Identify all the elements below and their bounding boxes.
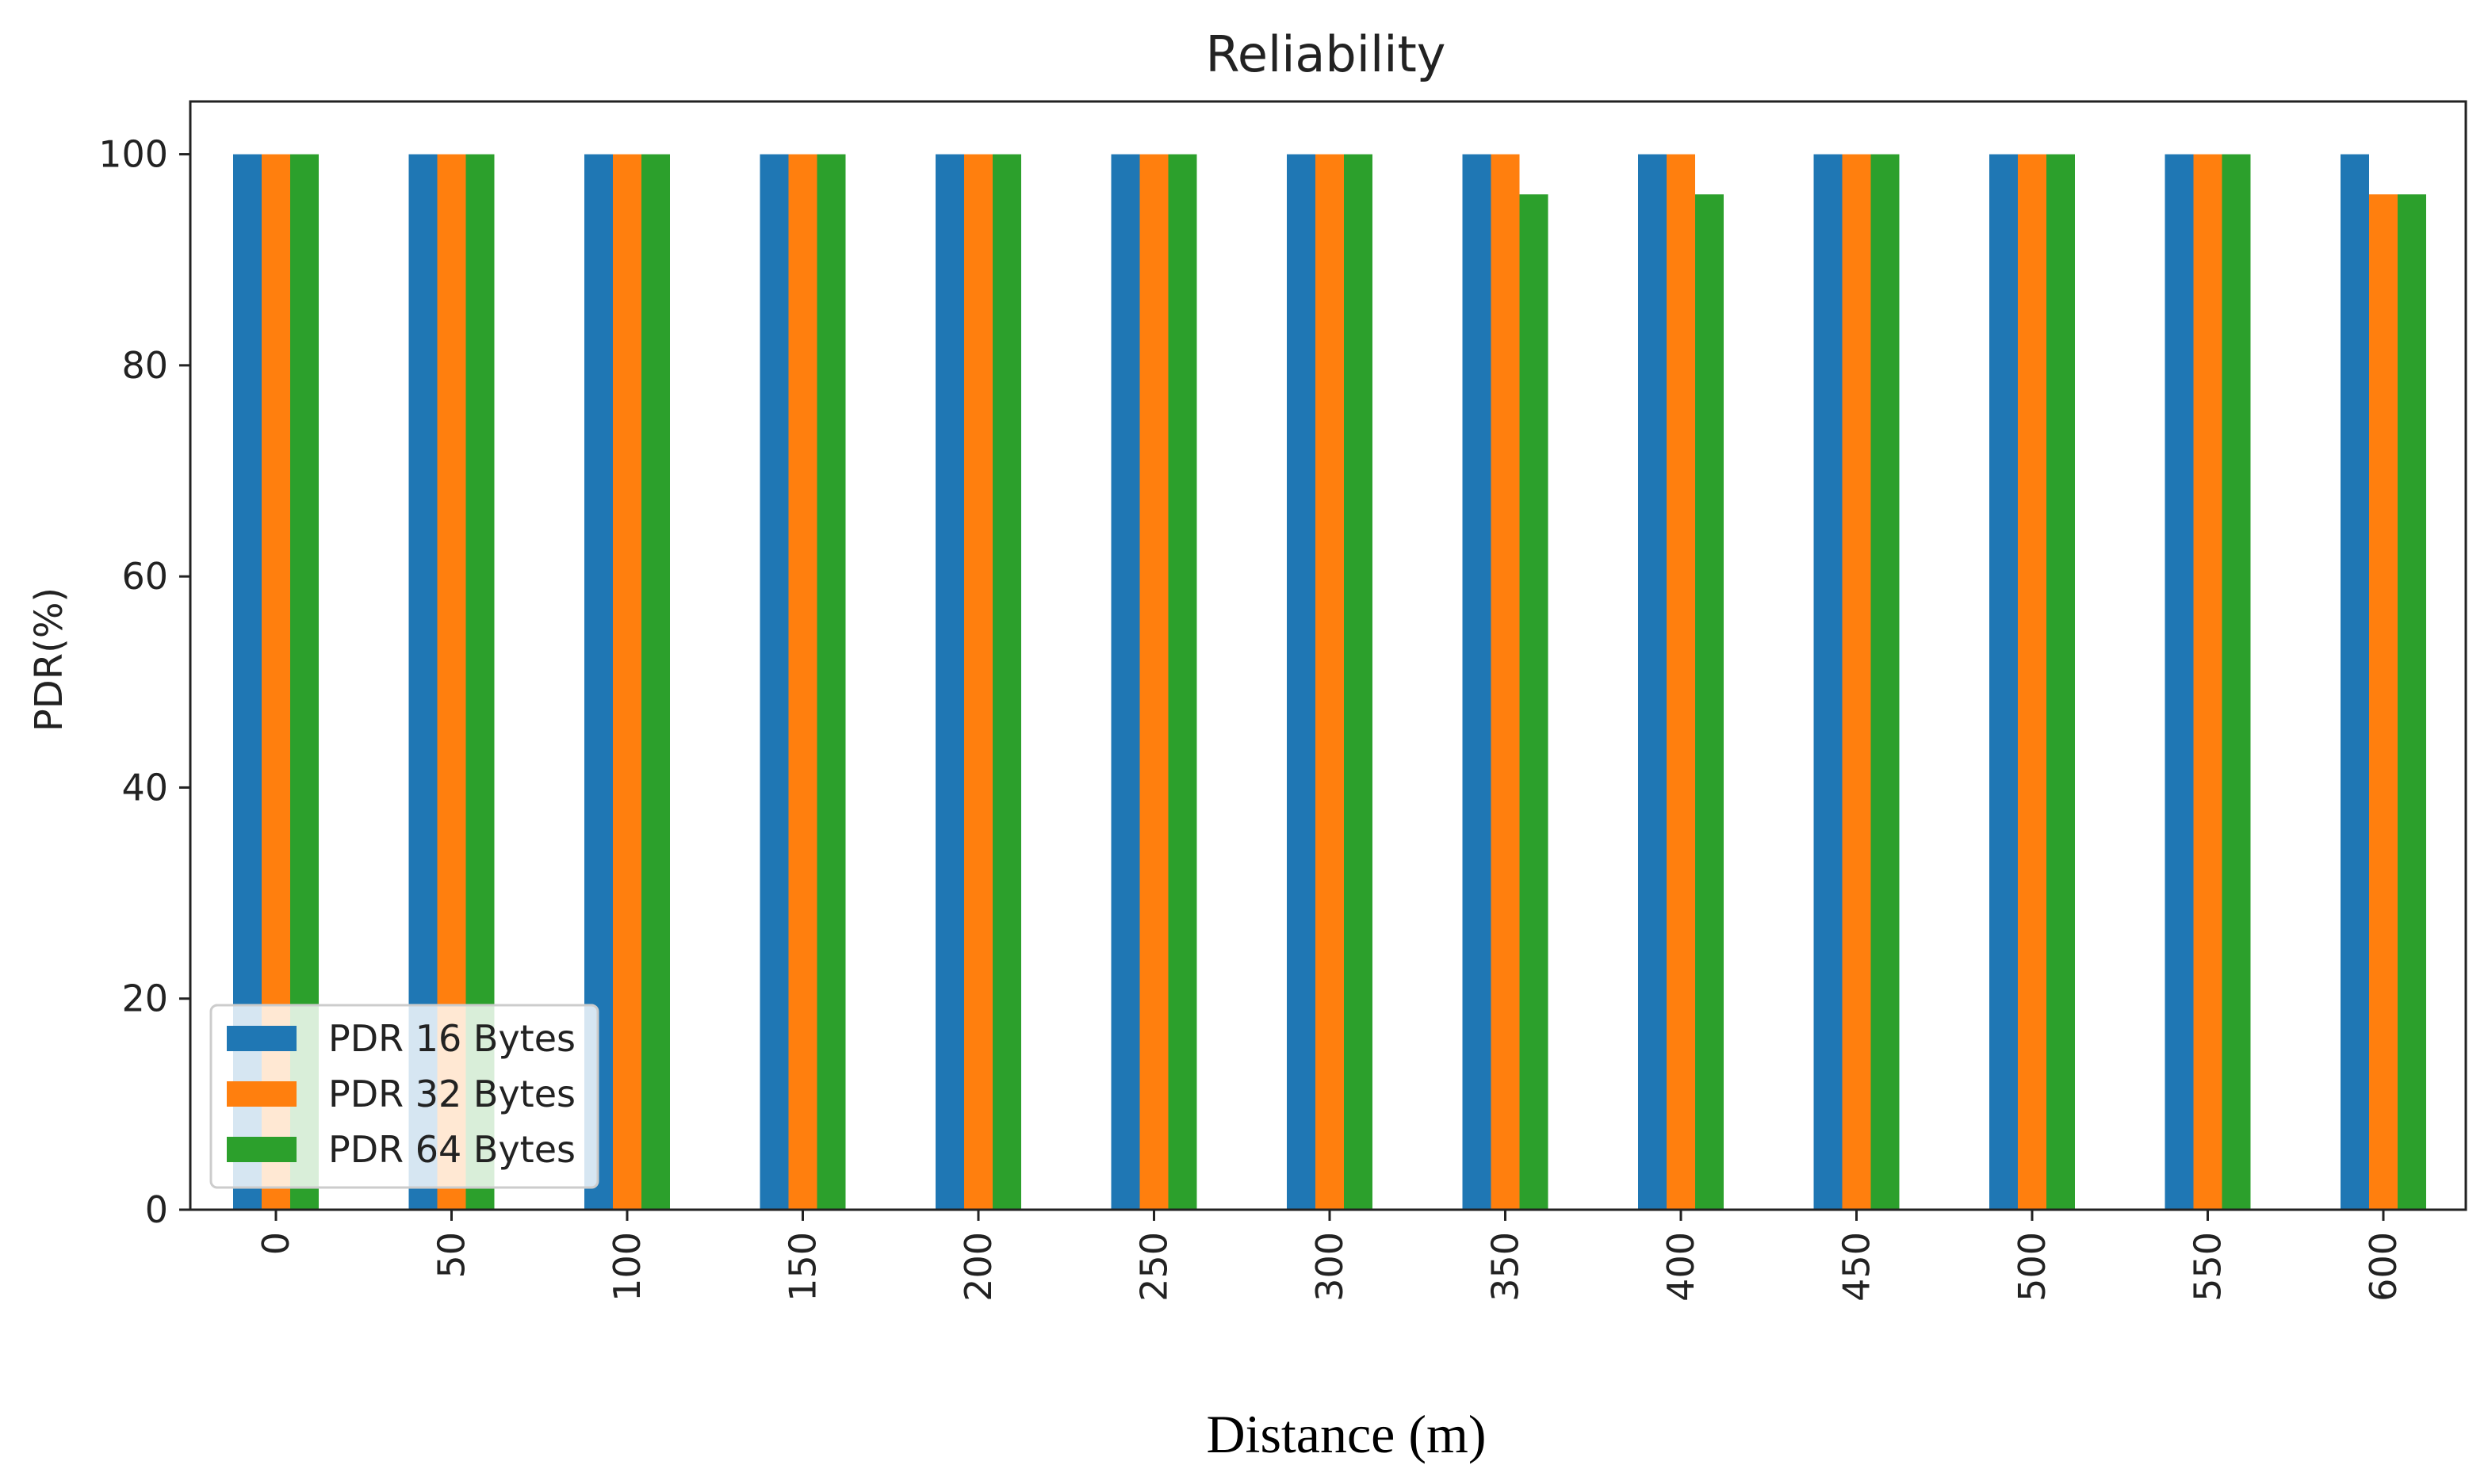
- bar-pdr-64-bytes-350: [1519, 194, 1548, 1211]
- bar-pdr-16-bytes-600: [2341, 154, 2369, 1211]
- x-tick-label: 600: [2362, 1232, 2405, 1302]
- y-tick-label: 60: [121, 555, 168, 598]
- bar-pdr-32-bytes-200: [964, 154, 993, 1211]
- bar-pdr-64-bytes-500: [2046, 154, 2075, 1211]
- bar-pdr-64-bytes-400: [1695, 194, 1724, 1211]
- bar-pdr-16-bytes-550: [2165, 154, 2194, 1211]
- bar-pdr-32-bytes-350: [1491, 154, 1520, 1211]
- bar-pdr-32-bytes-450: [1842, 154, 1871, 1211]
- y-tick-label: 80: [121, 344, 168, 387]
- bars-group: [233, 154, 2426, 1211]
- bar-pdr-32-bytes-250: [1139, 154, 1169, 1211]
- y-axis-label: PDR(%): [27, 587, 71, 732]
- bar-pdr-32-bytes-600: [2369, 194, 2398, 1211]
- y-tick-label: 100: [98, 133, 168, 176]
- legend-box: [209, 1004, 599, 1189]
- legend-swatch: [227, 1137, 297, 1162]
- bar-pdr-16-bytes-400: [1638, 154, 1667, 1211]
- y-tick-label: 40: [121, 766, 168, 809]
- bar-pdr-16-bytes-300: [1287, 154, 1315, 1211]
- x-tick-label: 400: [1659, 1232, 1702, 1302]
- bar-pdr-64-bytes-250: [1168, 154, 1197, 1211]
- x-tick-label: 50: [431, 1232, 473, 1279]
- x-tick-label: 0: [255, 1232, 297, 1255]
- bar-pdr-64-bytes-300: [1344, 154, 1372, 1211]
- bar-pdr-16-bytes-200: [936, 154, 964, 1211]
- bar-pdr-64-bytes-450: [1870, 154, 1900, 1211]
- x-tick-label: 550: [2187, 1232, 2230, 1302]
- bar-pdr-32-bytes-550: [2193, 154, 2222, 1211]
- x-tick-label: 250: [1133, 1232, 1176, 1302]
- x-tick-label: 200: [957, 1232, 1000, 1302]
- legend-label: PDR 32 Bytes: [328, 1073, 576, 1115]
- x-axis: 0 50 100 150 200 250 300 350 400 450 500 550 600: [255, 1210, 2405, 1302]
- legend: PDR 16 Bytes PDR 32 Bytes PDR 64 Bytes: [209, 1004, 599, 1189]
- bar-pdr-32-bytes-100: [613, 154, 641, 1211]
- y-axis: 0 20 40 60 80 100: [98, 133, 190, 1231]
- y-tick-label: 20: [121, 977, 168, 1020]
- bar-pdr-16-bytes-150: [760, 154, 789, 1211]
- bar-pdr-64-bytes-600: [2398, 194, 2426, 1211]
- bar-pdr-32-bytes-500: [2018, 154, 2046, 1211]
- x-tick-label: 500: [2011, 1232, 2054, 1302]
- bar-pdr-32-bytes-300: [1315, 154, 1344, 1211]
- x-tick-label: 150: [782, 1232, 825, 1302]
- plot-frame: [189, 100, 2467, 1211]
- bar-pdr-16-bytes-350: [1462, 154, 1491, 1211]
- x-tick-label: 350: [1484, 1232, 1527, 1302]
- bar-pdr-32-bytes-150: [788, 154, 817, 1211]
- bar-pdr-64-bytes-100: [641, 154, 670, 1211]
- legend-swatch: [227, 1026, 297, 1051]
- x-tick-label: 450: [1835, 1232, 1878, 1302]
- bar-pdr-64-bytes-200: [993, 154, 1021, 1211]
- bar-pdr-64-bytes-150: [817, 154, 846, 1211]
- chart-title: Reliability: [1206, 25, 1446, 83]
- x-tick-label: 300: [1308, 1232, 1351, 1302]
- bar-pdr-16-bytes-250: [1111, 154, 1140, 1211]
- legend-label: PDR 16 Bytes: [328, 1017, 576, 1060]
- bar-pdr-32-bytes-400: [1667, 154, 1695, 1211]
- bar-pdr-64-bytes-550: [2222, 154, 2251, 1211]
- x-tick-label: 100: [606, 1232, 649, 1302]
- x-axis-label: Distance (m): [1206, 1404, 1486, 1464]
- bar-pdr-16-bytes-450: [1813, 154, 1843, 1211]
- y-tick-label: 0: [145, 1188, 168, 1231]
- legend-label: PDR 64 Bytes: [328, 1128, 576, 1171]
- legend-swatch: [227, 1081, 297, 1107]
- bar-pdr-16-bytes-500: [1989, 154, 2018, 1211]
